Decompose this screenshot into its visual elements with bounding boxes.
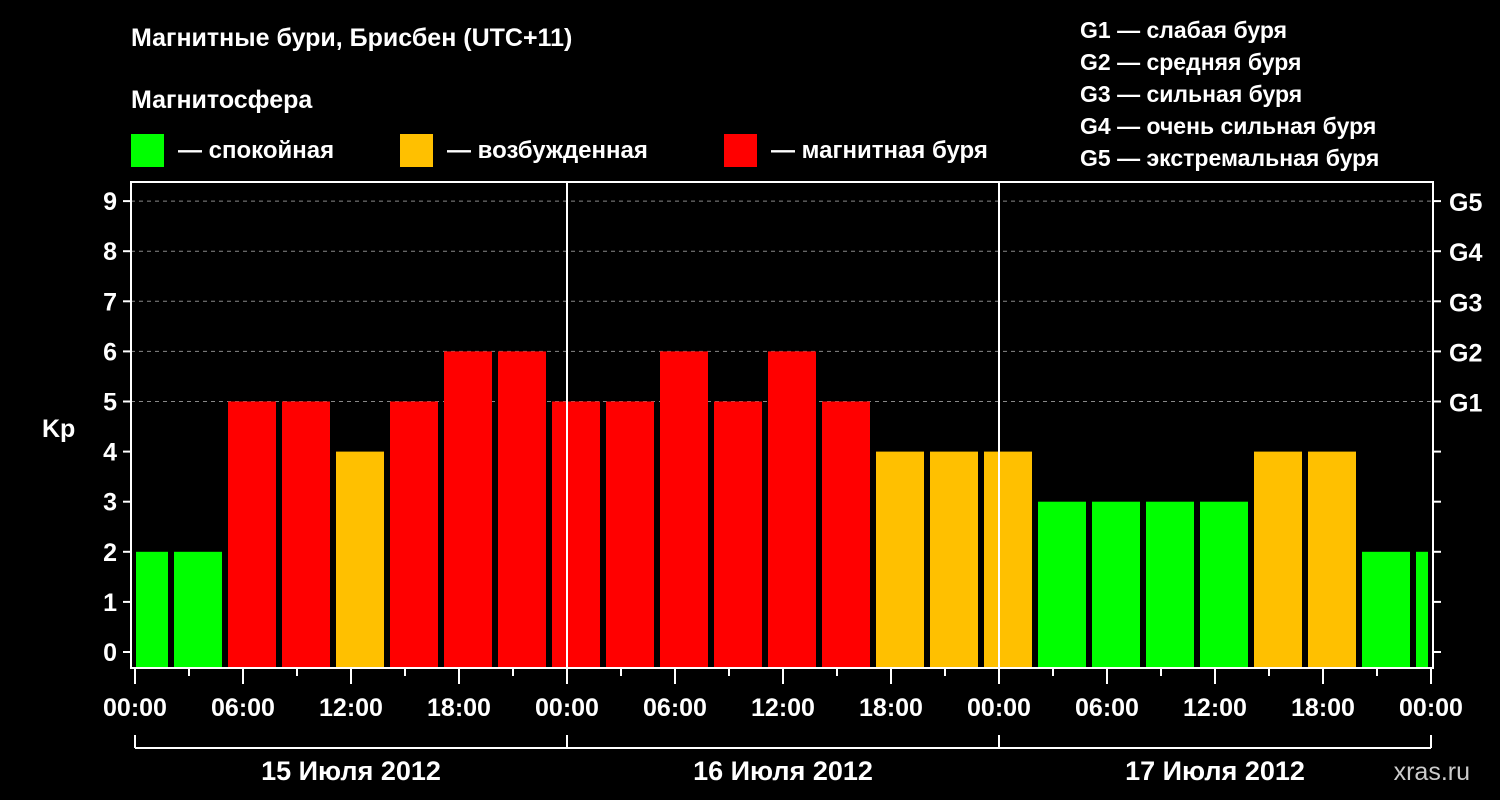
g-scale-item: G2 — средняя буря bbox=[1080, 49, 1302, 75]
kp-bar bbox=[1308, 451, 1356, 668]
kp-bar bbox=[174, 551, 222, 668]
kp-bar bbox=[660, 351, 708, 668]
kp-bar bbox=[1092, 501, 1140, 668]
x-tick-label: 00:00 bbox=[1399, 694, 1463, 722]
g-scale-item: G5 — экстремальная буря bbox=[1080, 145, 1380, 171]
y-tick-label: 3 bbox=[103, 489, 117, 517]
x-tick-label: 18:00 bbox=[427, 694, 491, 722]
legend-label: — магнитная буря bbox=[771, 136, 988, 164]
y-tick-label: 2 bbox=[103, 539, 117, 567]
g-scale-item: G4 — очень сильная буря bbox=[1080, 113, 1377, 139]
day-label: 17 Июля 2012 bbox=[1125, 756, 1305, 786]
x-tick-label: 12:00 bbox=[751, 694, 815, 722]
kp-bar bbox=[336, 451, 384, 668]
legend-label: — спокойная bbox=[178, 136, 335, 164]
kp-bar bbox=[930, 451, 978, 668]
kp-bar bbox=[390, 401, 438, 668]
x-tick-label: 00:00 bbox=[967, 694, 1031, 722]
kp-bar bbox=[282, 401, 330, 668]
legend-label: — возбужденная bbox=[447, 136, 648, 164]
kp-bar bbox=[984, 451, 1032, 668]
x-tick-label: 18:00 bbox=[1291, 694, 1355, 722]
x-tick-label: 12:00 bbox=[1183, 694, 1247, 722]
kp-bar bbox=[822, 401, 870, 668]
kp-bar bbox=[444, 351, 492, 668]
legend-item-active: — возбужденная bbox=[400, 134, 648, 167]
kp-bar bbox=[498, 351, 546, 668]
x-tick-label: 00:00 bbox=[535, 694, 599, 722]
kp-bar bbox=[1416, 551, 1428, 668]
legend-item-storm: — магнитная буря bbox=[724, 134, 988, 167]
kp-bar bbox=[714, 401, 762, 668]
watermark: xras.ru bbox=[1393, 758, 1470, 786]
kp-bar bbox=[136, 551, 168, 668]
legend-swatch-quiet bbox=[131, 134, 164, 167]
kp-bar bbox=[1254, 451, 1302, 668]
x-tick-label: 00:00 bbox=[103, 694, 167, 722]
g-level-label: G3 bbox=[1449, 289, 1482, 317]
chart-title: Магнитные бури, Брисбен (UTC+11) bbox=[131, 24, 573, 52]
day-label: 15 Июля 2012 bbox=[261, 756, 441, 786]
g-level-label: G2 bbox=[1449, 339, 1482, 367]
kp-bar bbox=[768, 351, 816, 668]
g-scale-item: G1 — слабая буря bbox=[1080, 17, 1288, 43]
legend-swatch-storm bbox=[724, 134, 757, 167]
y-axis-label: Kp bbox=[42, 415, 75, 443]
y-tick-label: 0 bbox=[103, 639, 117, 667]
x-tick-label: 18:00 bbox=[859, 694, 923, 722]
y-tick-label: 6 bbox=[103, 338, 117, 366]
y-tick-label: 5 bbox=[103, 389, 117, 417]
x-tick-label: 06:00 bbox=[643, 694, 707, 722]
y-tick-label: 1 bbox=[103, 589, 117, 617]
kp-bar bbox=[1200, 501, 1248, 668]
legend-title: Магнитосфера bbox=[131, 86, 313, 114]
kp-bar bbox=[1146, 501, 1194, 668]
g-scale-legend: G1 — слабая буря G2 — средняя буря G3 — … bbox=[1080, 14, 1379, 174]
legend-swatch-active bbox=[400, 134, 433, 167]
g-level-label: G4 bbox=[1449, 239, 1482, 267]
kp-bar bbox=[606, 401, 654, 668]
x-tick-label: 06:00 bbox=[1075, 694, 1139, 722]
y-tick-label: 4 bbox=[103, 439, 117, 467]
y-tick-label: 8 bbox=[103, 238, 117, 266]
kp-bar bbox=[876, 451, 924, 668]
kp-bar bbox=[1038, 501, 1086, 668]
legend-item-quiet: — спокойная bbox=[131, 134, 334, 167]
x-tick-label: 12:00 bbox=[319, 694, 383, 722]
g-level-label: G1 bbox=[1449, 390, 1482, 418]
kp-bar bbox=[228, 401, 276, 668]
y-tick-label: 9 bbox=[103, 188, 117, 216]
g-level-label: G5 bbox=[1449, 189, 1482, 217]
kp-bar bbox=[1362, 551, 1410, 668]
day-label: 16 Июля 2012 bbox=[693, 756, 873, 786]
g-scale-item: G3 — сильная буря bbox=[1080, 81, 1303, 107]
y-tick-label: 7 bbox=[103, 288, 117, 316]
x-tick-label: 06:00 bbox=[211, 694, 275, 722]
kp-bar bbox=[552, 401, 600, 668]
